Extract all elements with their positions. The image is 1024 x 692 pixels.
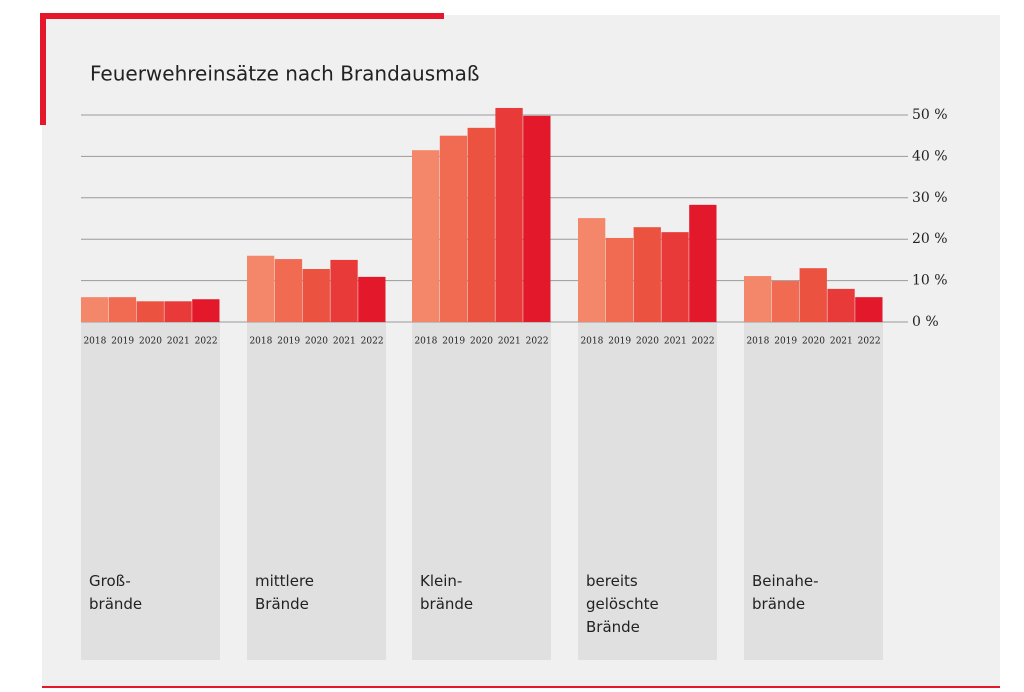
bar bbox=[771, 281, 800, 322]
category-column bbox=[744, 322, 883, 660]
year-label: 2022 bbox=[692, 337, 715, 347]
year-label: 2020 bbox=[470, 337, 493, 347]
y-tick-label: 30 % bbox=[912, 190, 948, 206]
year-label: 2019 bbox=[111, 337, 134, 347]
category-column bbox=[247, 322, 386, 660]
bar bbox=[330, 259, 358, 322]
bar bbox=[136, 301, 164, 322]
bar bbox=[578, 218, 606, 322]
category-label: Groß- brände bbox=[89, 572, 143, 613]
category-label: bereits gelöschte Brände bbox=[586, 572, 659, 636]
accent-top bbox=[40, 13, 444, 19]
year-label: 2022 bbox=[361, 337, 384, 347]
bar bbox=[412, 150, 440, 322]
bar bbox=[523, 115, 551, 322]
year-label: 2021 bbox=[830, 337, 853, 347]
bar bbox=[467, 127, 495, 322]
bar bbox=[81, 297, 109, 322]
bar bbox=[855, 297, 883, 322]
year-label: 2018 bbox=[580, 337, 603, 347]
accent-left bbox=[40, 13, 46, 125]
category-column bbox=[81, 322, 220, 660]
year-label: 2019 bbox=[608, 337, 631, 347]
year-label: 2020 bbox=[636, 337, 659, 347]
year-label: 2019 bbox=[442, 337, 465, 347]
bar bbox=[302, 269, 330, 322]
category-label: Klein- brände bbox=[420, 572, 474, 613]
year-label: 2020 bbox=[802, 337, 825, 347]
category-label: mittlere Brände bbox=[255, 572, 315, 613]
category-label: Beinahe- brände bbox=[752, 572, 819, 613]
bar bbox=[827, 288, 855, 322]
bar bbox=[661, 232, 689, 322]
year-label: 2020 bbox=[305, 337, 328, 347]
year-label: 2021 bbox=[167, 337, 190, 347]
bar bbox=[274, 259, 303, 322]
bar bbox=[108, 297, 137, 322]
year-label: 2022 bbox=[526, 337, 549, 347]
year-label: 2018 bbox=[83, 337, 106, 347]
year-label: 2021 bbox=[664, 337, 687, 347]
year-label: 2022 bbox=[195, 337, 218, 347]
y-tick-label: 0 % bbox=[912, 314, 939, 330]
bar bbox=[689, 204, 717, 322]
bar bbox=[495, 107, 523, 322]
year-label: 2020 bbox=[139, 337, 162, 347]
bar bbox=[247, 255, 275, 322]
bar bbox=[799, 268, 827, 322]
bar bbox=[633, 227, 661, 322]
accent-bottom bbox=[42, 686, 1000, 688]
year-label: 2022 bbox=[858, 337, 881, 347]
y-tick-label: 40 % bbox=[912, 148, 948, 164]
year-label: 2021 bbox=[333, 337, 356, 347]
category-column bbox=[578, 322, 717, 660]
year-label: 2019 bbox=[277, 337, 300, 347]
bar bbox=[192, 299, 220, 322]
bar bbox=[605, 237, 634, 322]
year-label: 2019 bbox=[774, 337, 797, 347]
year-label: 2018 bbox=[414, 337, 437, 347]
category-column bbox=[412, 322, 551, 660]
bar bbox=[439, 135, 468, 322]
y-tick-label: 10 % bbox=[912, 273, 948, 289]
year-label: 2021 bbox=[498, 337, 521, 347]
y-tick-label: 20 % bbox=[912, 231, 948, 247]
year-label: 2018 bbox=[746, 337, 769, 347]
bar bbox=[358, 276, 386, 322]
bar bbox=[164, 301, 192, 322]
chart-title: Feuerwehreinsätze nach Brandausmaß bbox=[90, 62, 479, 86]
bar bbox=[744, 276, 772, 322]
y-tick-label: 50 % bbox=[912, 107, 948, 123]
year-label: 2018 bbox=[249, 337, 272, 347]
